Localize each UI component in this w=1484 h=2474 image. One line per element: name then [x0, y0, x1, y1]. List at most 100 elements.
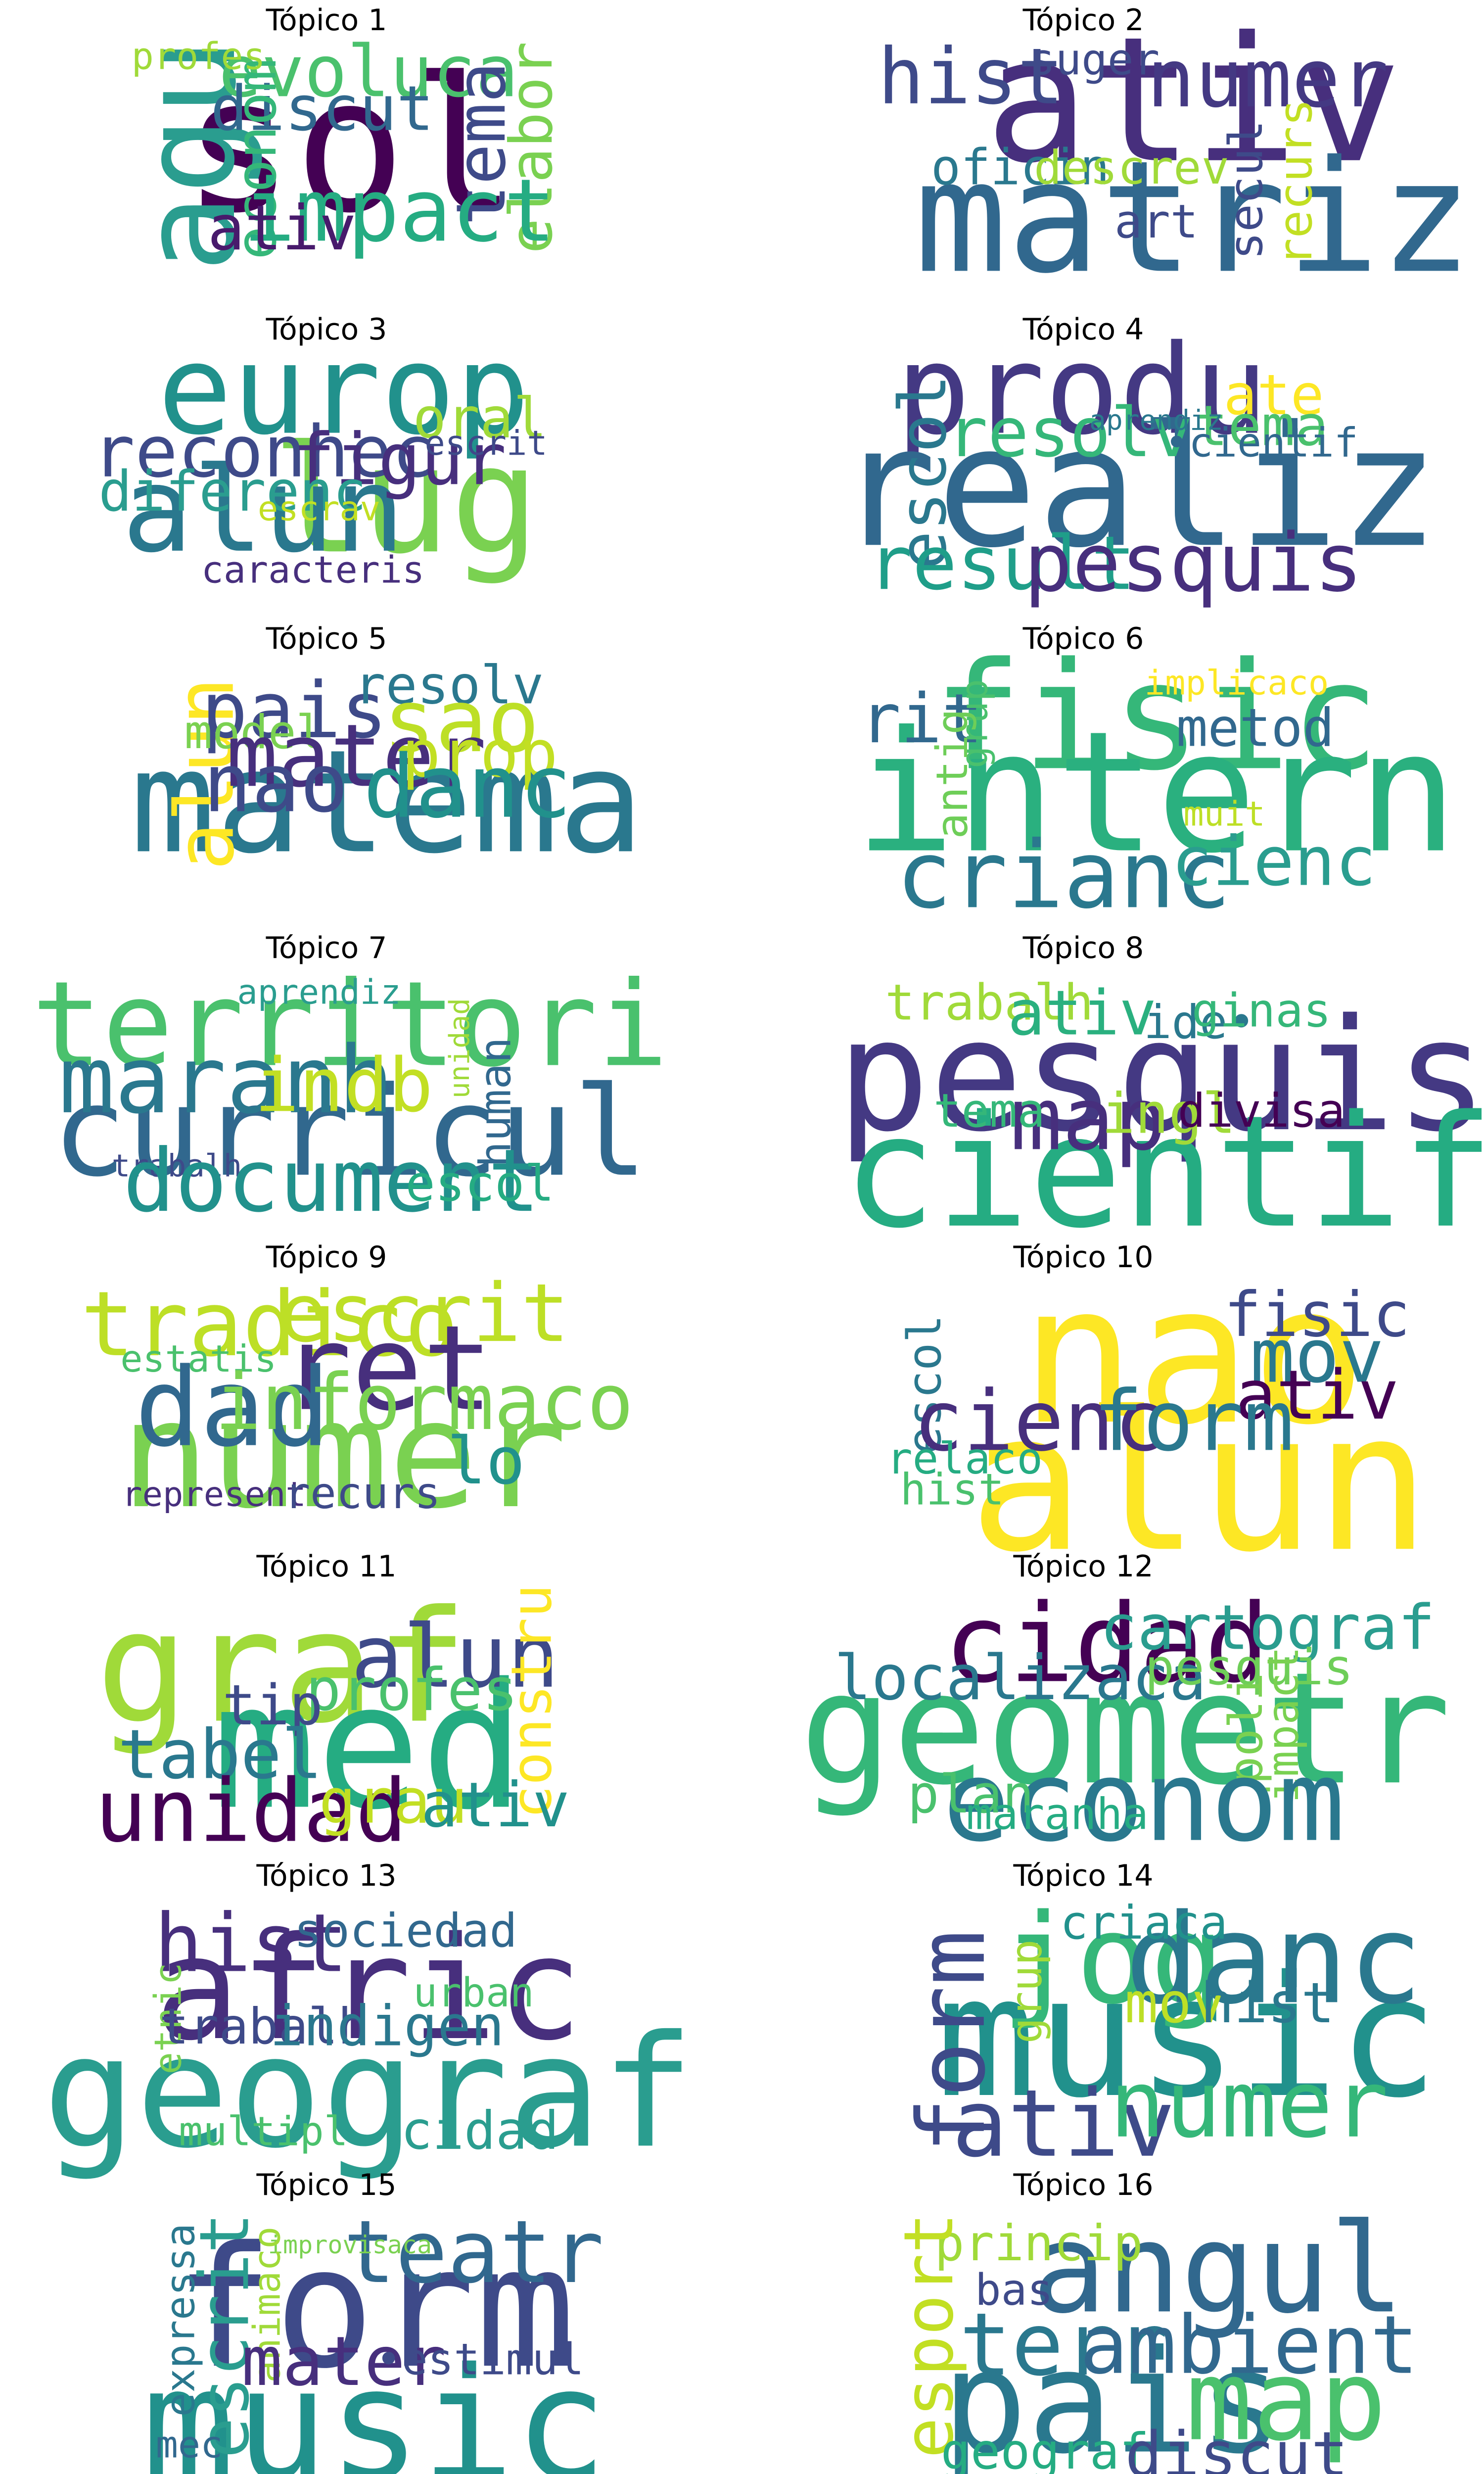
- cloud-word: evoluca: [219, 30, 518, 113]
- cloud-word: rit: [860, 679, 982, 759]
- cloud-word: trabalh: [112, 1147, 242, 1184]
- cloud-word: informaco: [215, 1357, 634, 1447]
- cloud-word: human: [470, 1037, 520, 1167]
- cloud-word: antig: [927, 709, 977, 839]
- cloud-word: geograf: [43, 2002, 695, 2182]
- topic-panel: Tópico 12 cidad geometr cartograf localizaca…: [742, 1546, 1484, 1867]
- cloud-word: ativ: [1235, 1356, 1399, 1435]
- cloud-word: form: [174, 2211, 576, 2405]
- cloud-word: profes: [306, 1656, 518, 1724]
- topic-title: Tópico 11: [256, 1549, 397, 1584]
- cloud-word: ingl: [1102, 1082, 1236, 1146]
- cloud-word: prop: [402, 716, 558, 792]
- cloud-word: oral: [413, 386, 547, 451]
- cloud-word: metod: [1176, 697, 1335, 759]
- cloud-word: multipl: [179, 2109, 348, 2155]
- cloud-word: expressa: [157, 2223, 204, 2417]
- cloud-word: maranha: [966, 1789, 1149, 1840]
- cloud-word: grup: [1001, 1939, 1052, 2044]
- cloud-word: escrit: [424, 424, 547, 463]
- cloud-word: •estimul: [375, 2334, 584, 2384]
- cloud-word: sao: [383, 671, 539, 772]
- cloud-word: curricul: [52, 1060, 648, 1204]
- cloud-word: alun: [122, 442, 405, 579]
- cloud-word: aprendiz: [1089, 405, 1223, 437]
- cloud-word: econom: [224, 58, 289, 259]
- cloud-word: form: [898, 1930, 1006, 2153]
- cloud-word: recurs: [1269, 98, 1323, 266]
- topic-panel: Tópico 5 matema alun pais resolv sao model mate…: [0, 618, 742, 928]
- topic-panel: Tópico 3 europ lug alun reconhec figur diferen…: [0, 309, 742, 618]
- cloud-word: lug: [272, 414, 540, 586]
- cloud-word: indigen: [270, 1994, 504, 2059]
- cloud-word: map: [1186, 2336, 1387, 2466]
- topic-panel: Tópico 11 graf med alun constru profes tip tabe…: [0, 1546, 742, 1861]
- cloud-word: document: [123, 1131, 540, 1232]
- cloud-word: music: [142, 2334, 607, 2474]
- cloud-word: result: [868, 521, 1136, 607]
- cloud-word: unidad: [94, 1761, 407, 1861]
- cloud-word: ativ: [952, 2070, 1175, 2178]
- cloud-word: muit: [1183, 795, 1265, 834]
- cloud-word: secul: [1219, 120, 1273, 260]
- cloud-word: cienc: [1171, 822, 1376, 901]
- cloud-word: realiz: [836, 390, 1439, 584]
- cloud-word: tema: [1195, 393, 1329, 458]
- cloud-word: represent: [122, 1475, 306, 1514]
- cloud-word: dad: [135, 1345, 330, 1471]
- cloud-word: agu: [113, 38, 265, 273]
- cloud-word: suger: [1029, 35, 1159, 85]
- cloud-word: maranh: [59, 1027, 394, 1135]
- cloud-word: angul: [1032, 2196, 1404, 2340]
- cloud-word: unidad: [444, 998, 476, 1098]
- cloud-word: numer: [1110, 2051, 1389, 2159]
- cloud-word: sociedad: [294, 1904, 517, 1958]
- cloud-word: animaco: [245, 2227, 289, 2383]
- topic-title: Tópico 16: [1013, 2168, 1154, 2202]
- cloud-word: nao: [203, 737, 349, 830]
- cloud-word: cartograf: [1100, 1592, 1435, 1664]
- cloud-word: terr: [959, 2295, 1167, 2395]
- cloud-word: art: [1114, 195, 1198, 249]
- cloud-word: escrit: [185, 2213, 264, 2459]
- topic-panel: Tópico 14 music jog danc criaca grup form mov hi…: [742, 1856, 1484, 2178]
- topic-title: Tópico 12: [1013, 1549, 1154, 1584]
- topic-title: Tópico 1: [266, 3, 387, 38]
- topic-panel: Tópico 7 territori curricul maranh indb apren…: [0, 928, 742, 1237]
- cloud-word: figur: [292, 418, 507, 501]
- cloud-word: hist: [1201, 1971, 1335, 2036]
- cloud-word: reconhec: [92, 411, 434, 493]
- topic-title: Tópico 3: [266, 312, 387, 347]
- cloud-word: territori: [32, 956, 668, 1093]
- cloud-word: mec: [156, 2423, 223, 2467]
- cloud-word: mater: [226, 706, 487, 807]
- cloud-word: hist: [154, 1897, 348, 1991]
- cloud-word: geometr: [800, 1639, 1451, 1819]
- cloud-word: relaco: [886, 1433, 1043, 1484]
- cloud-word: discut: [210, 73, 434, 144]
- topic-panel: Tópico 6 fisic intern rit grup antig implicaco…: [742, 618, 1484, 929]
- cloud-word: bas: [975, 2265, 1053, 2315]
- cloud-word: tip: [223, 1673, 323, 1738]
- cloud-word: mov: [1250, 1313, 1384, 1399]
- cloud-word: afric: [154, 1906, 582, 2072]
- cloud-word: cidad: [401, 2100, 559, 2162]
- cloud-word: implicaco: [1145, 664, 1329, 703]
- cloud-word: danc: [1125, 1887, 1423, 2031]
- cloud-word: alun: [351, 1607, 559, 1708]
- cloud-word: ide•: [1144, 996, 1255, 1049]
- cloud-word: impact: [243, 161, 556, 261]
- cloud-word: ativ: [985, 0, 1402, 201]
- cloud-word: estatis: [120, 1337, 277, 1380]
- topic-panel: Tópico 10 nao alun fisic mov ativ escol cienc fo…: [742, 1237, 1484, 1594]
- topic-panel: Tópico 2 ativ matriz hist numer suger oficin de…: [742, 0, 1484, 309]
- topic-title: Tópico 2: [1022, 3, 1144, 38]
- cloud-word: matema: [130, 719, 644, 885]
- cloud-word: recurs: [284, 1468, 440, 1519]
- cloud-word: pesquis: [1024, 517, 1363, 610]
